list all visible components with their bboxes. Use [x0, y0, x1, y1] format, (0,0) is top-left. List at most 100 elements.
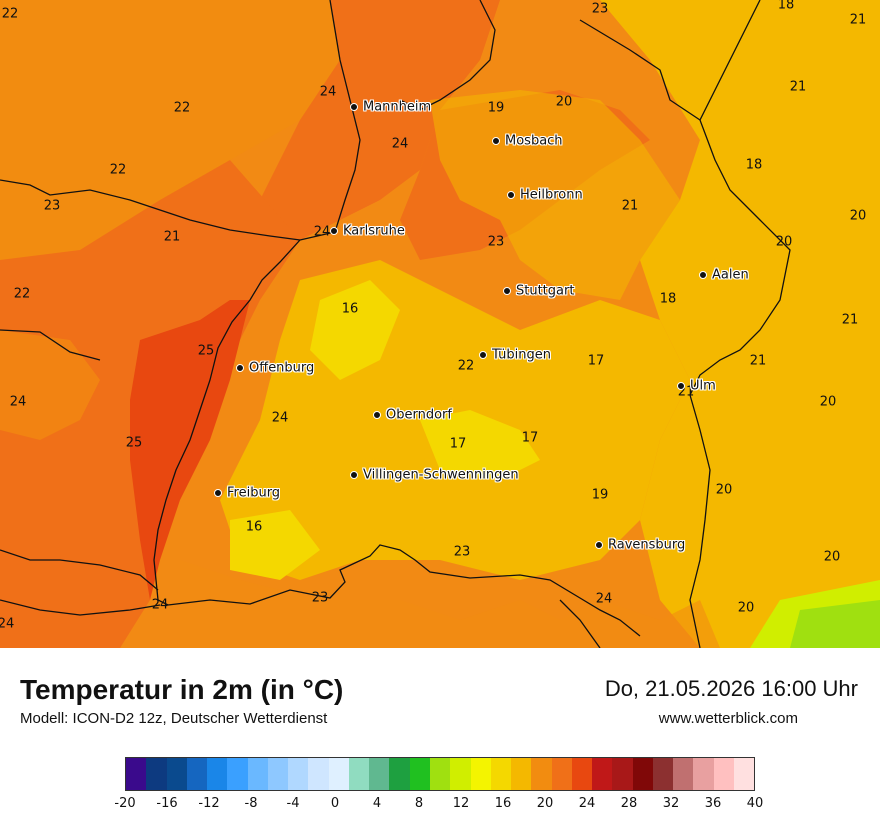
legend-tick-label: 20	[536, 796, 554, 811]
legend-swatch	[632, 758, 653, 790]
city-marker: Mosbach	[492, 132, 563, 150]
city-marker: Aalen	[699, 266, 749, 284]
temperature-value: 17	[587, 353, 605, 369]
model-subtitle: Modell: ICON-D2 12z, Deutscher Wetterdie…	[20, 710, 328, 727]
legend-swatch	[186, 758, 208, 790]
legend-swatch	[470, 758, 491, 790]
legend-swatch	[652, 758, 674, 790]
legend-tick-label: -4	[286, 796, 300, 811]
city-marker: Karlsruhe	[330, 222, 405, 240]
legend-swatch	[207, 758, 228, 790]
city-label: Karlsruhe	[343, 223, 405, 239]
temperature-value: 20	[555, 94, 573, 110]
temperature-value: 23	[43, 198, 61, 214]
temperature-value: 21	[621, 198, 639, 214]
legend-swatch	[369, 758, 390, 790]
city-label: Villingen-Schwenningen	[363, 467, 519, 483]
city-marker: Mannheim	[350, 98, 431, 116]
city-dot-icon	[214, 488, 222, 497]
city-label: Freiburg	[227, 485, 281, 501]
legend-swatch	[328, 758, 349, 790]
city-dot-icon	[677, 381, 685, 390]
temperature-value: 25	[125, 435, 143, 451]
temperature-value: 22	[109, 162, 127, 178]
legend-swatch	[612, 758, 633, 790]
legend-swatch	[308, 758, 329, 790]
temperature-value: 17	[449, 436, 467, 452]
website-link[interactable]: www.wetterblick.com	[658, 710, 798, 727]
city-marker: Oberndorf	[373, 406, 452, 424]
city-label: Aalen	[712, 267, 749, 283]
city-dot-icon	[330, 226, 338, 235]
legend-swatch	[490, 758, 512, 790]
temperature-value: 20	[849, 208, 867, 224]
city-dot-icon	[350, 470, 358, 479]
temperature-value: 21	[789, 79, 807, 95]
city-dot-icon	[699, 270, 707, 279]
legend-swatch	[389, 758, 410, 790]
temperature-value: 22	[13, 286, 31, 302]
city-dot-icon	[595, 540, 603, 549]
legend-swatch	[733, 758, 755, 790]
legend-tick-label: 24	[578, 796, 596, 811]
city-marker: Tübingen	[479, 346, 551, 364]
legend-swatch	[348, 758, 370, 790]
temperature-value: 23	[311, 590, 329, 606]
city-dot-icon	[350, 102, 358, 111]
temperature-value: 24	[313, 224, 331, 240]
temperature-value: 24	[391, 136, 409, 152]
legend-swatch	[146, 758, 167, 790]
city-dot-icon	[492, 136, 500, 145]
legend-tick-label: 8	[414, 796, 424, 811]
temperature-value: 16	[245, 519, 263, 535]
temperature-value: 20	[715, 482, 733, 498]
city-label: Mannheim	[363, 99, 432, 115]
legend-swatch	[166, 758, 187, 790]
temperature-value: 16	[341, 301, 359, 317]
temperature-value: 20	[737, 600, 755, 616]
temperature-value: 21	[841, 312, 859, 328]
legend-tick-label: 36	[704, 796, 722, 811]
city-label: Offenburg	[249, 360, 315, 376]
temperature-field	[0, 0, 880, 648]
temperature-value: 21	[749, 353, 767, 369]
legend-swatch	[673, 758, 694, 790]
city-dot-icon	[479, 350, 487, 359]
legend-swatch	[429, 758, 451, 790]
temperature-value: 23	[591, 1, 609, 17]
legend-tick-label: 12	[452, 796, 470, 811]
legend-swatch	[713, 758, 734, 790]
city-marker: Villingen-Schwenningen	[350, 466, 519, 484]
city-label: Oberndorf	[386, 407, 452, 423]
legend-swatch	[227, 758, 248, 790]
city-marker: Heilbronn	[507, 186, 583, 204]
temperature-value: 24	[151, 597, 169, 613]
legend-swatch	[409, 758, 430, 790]
temperature-value: 20	[819, 394, 837, 410]
city-dot-icon	[236, 363, 244, 372]
legend-swatch	[592, 758, 613, 790]
city-label: Ravensburg	[608, 537, 686, 553]
city-label: Heilbronn	[520, 187, 583, 203]
legend-swatch	[571, 758, 593, 790]
legend-swatch	[288, 758, 309, 790]
city-label: Stuttgart	[516, 283, 575, 299]
temperature-value: 19	[591, 487, 609, 503]
temperature-value: 25	[197, 343, 215, 359]
temperature-value: 17	[521, 430, 539, 446]
legend-tick-label: 16	[494, 796, 512, 811]
legend-swatch	[247, 758, 268, 790]
temperature-value: 24	[319, 84, 337, 100]
legend-tick-label: -20	[114, 796, 136, 811]
temperature-value: 22	[1, 6, 19, 22]
legend-swatch	[693, 758, 714, 790]
temperature-value: 23	[487, 234, 505, 250]
temperature-value: 22	[457, 358, 475, 374]
city-dot-icon	[503, 286, 511, 295]
city-dot-icon	[507, 190, 515, 199]
city-marker: Ravensburg	[595, 536, 685, 554]
city-label: Ulm	[690, 378, 716, 394]
legend-tick-label: 40	[746, 796, 764, 811]
temperature-value: 22	[173, 100, 191, 116]
temperature-value: 21	[163, 229, 181, 245]
